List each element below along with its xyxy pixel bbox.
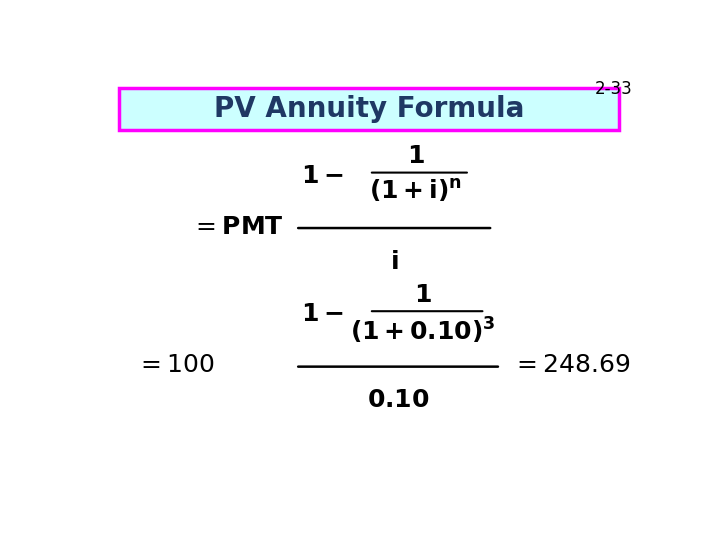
- Text: $=\mathbf{PMT}$: $=\mathbf{PMT}$: [191, 214, 284, 239]
- Text: $=248.69$: $=248.69$: [513, 353, 631, 377]
- Text: $\mathbf{1-}$: $\mathbf{1-}$: [301, 164, 343, 188]
- Text: $\mathbf{i}$: $\mathbf{i}$: [390, 249, 398, 274]
- Text: $\mathbf{0.10}$: $\mathbf{0.10}$: [366, 388, 429, 412]
- Text: $=100$: $=100$: [137, 353, 215, 377]
- Text: $\mathbf{1-}$: $\mathbf{1-}$: [301, 302, 343, 326]
- Text: $\mathbf{1}$: $\mathbf{1}$: [415, 282, 432, 307]
- Text: 2-33: 2-33: [595, 80, 632, 98]
- Text: $\mathbf{(1+i)^n}$: $\mathbf{(1+i)^n}$: [369, 177, 462, 204]
- Text: $\mathbf{(1+0.10)^3}$: $\mathbf{(1+0.10)^3}$: [351, 316, 496, 346]
- Text: PV Annuity Formula: PV Annuity Formula: [214, 96, 524, 124]
- Text: $\mathbf{1}$: $\mathbf{1}$: [407, 144, 424, 168]
- FancyBboxPatch shape: [120, 88, 619, 130]
